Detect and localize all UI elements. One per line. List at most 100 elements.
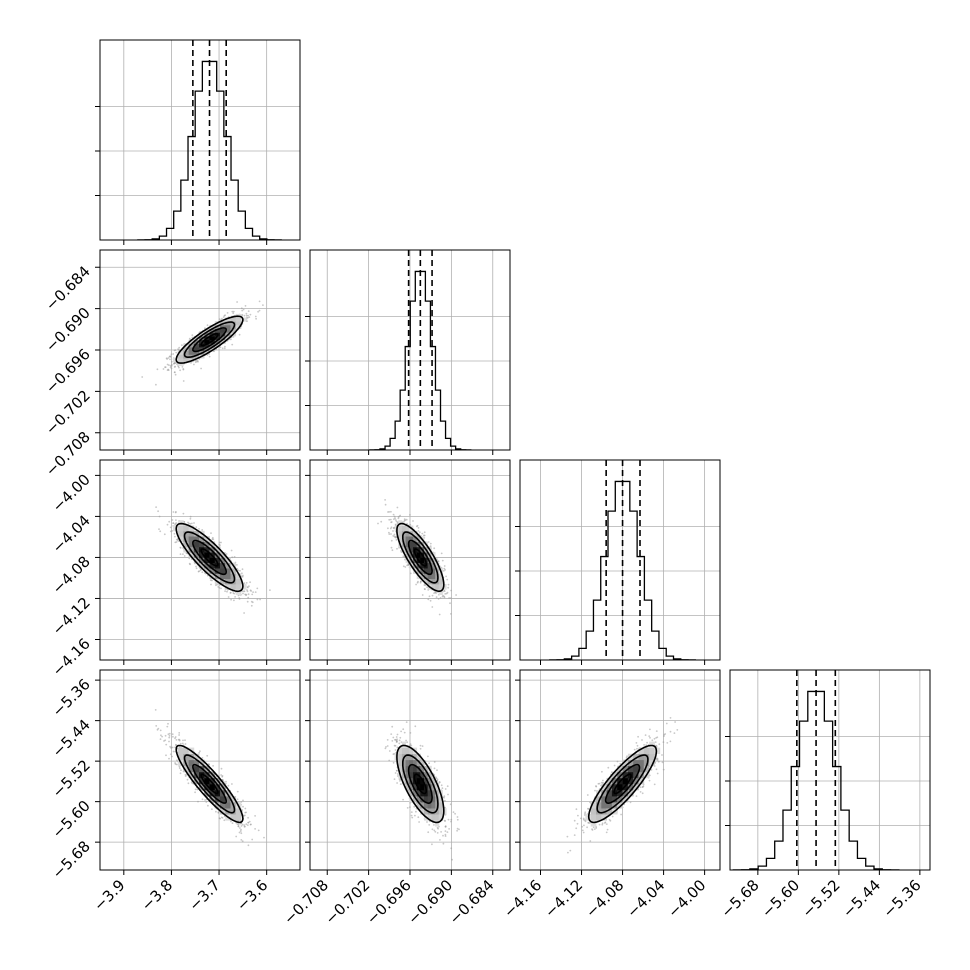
sample-point (625, 756, 628, 759)
sample-point (199, 750, 201, 753)
sample-point (247, 593, 250, 596)
density-cell (431, 790, 436, 797)
sample-point (211, 538, 214, 541)
density-cell (204, 343, 210, 348)
density-cell (596, 802, 602, 809)
sample-point (633, 748, 636, 751)
panel-frame (99, 459, 301, 661)
sample-point (616, 760, 619, 763)
density-cell (611, 796, 618, 803)
sample-point (648, 735, 651, 737)
hist-panel-1 (305, 249, 511, 451)
sample-point (402, 565, 405, 568)
sample-point (178, 767, 181, 770)
x-tick-label: −3.6 (233, 876, 271, 914)
density-cell (405, 771, 410, 779)
sample-point (191, 336, 194, 339)
sample-point (198, 528, 200, 530)
y-tick-label: −5.36 (49, 675, 94, 720)
sample-point (189, 515, 192, 518)
sample-point (169, 745, 172, 748)
density-cell (409, 783, 414, 791)
sample-point (436, 826, 439, 829)
sample-point (450, 589, 452, 592)
density-cell (188, 759, 195, 767)
sample-point (182, 380, 185, 382)
sample-point (426, 586, 428, 589)
sample-point (245, 582, 248, 584)
sample-point (400, 550, 402, 552)
sample-point (433, 547, 436, 550)
density-cell (193, 354, 200, 359)
density-cell (230, 814, 237, 821)
sample-point (256, 587, 259, 590)
density-cell (424, 802, 429, 809)
sample-point (431, 828, 434, 831)
sample-point (429, 599, 432, 602)
sample-point (404, 558, 406, 561)
sample-point (175, 519, 177, 521)
sample-point (450, 818, 453, 821)
sample-point (165, 754, 167, 757)
sample-point (169, 526, 172, 529)
sample-point (581, 829, 584, 832)
sample-point (251, 838, 254, 841)
sample-point (179, 369, 182, 372)
density-cell (427, 573, 432, 580)
density-cell (193, 339, 200, 344)
sample-point (232, 592, 235, 594)
sample-point (164, 366, 166, 368)
sample-point (171, 530, 174, 532)
density-cell (617, 771, 623, 779)
density-cell (606, 802, 613, 809)
sample-point (434, 591, 437, 594)
sample-point (641, 739, 643, 741)
density-cell (230, 568, 237, 574)
y-tick-label: −4.04 (49, 512, 94, 557)
sample-point (390, 521, 393, 523)
density-cell (199, 557, 205, 564)
sample-point (252, 591, 255, 593)
sample-point (408, 744, 411, 747)
density-cell (204, 777, 210, 785)
sample-point (649, 728, 651, 731)
sample-point (173, 371, 176, 374)
sample-point (224, 590, 227, 592)
sample-point (218, 587, 221, 589)
density-cell (409, 753, 414, 761)
sample-point (396, 733, 399, 736)
density-cell (638, 759, 645, 767)
sample-point (248, 820, 251, 823)
sample-point (159, 729, 162, 732)
sample-point (201, 798, 204, 801)
sample-point (242, 308, 245, 311)
sample-point (236, 301, 239, 303)
sample-point (174, 762, 177, 764)
sample-point (246, 586, 249, 588)
contour-level-2 (183, 754, 236, 814)
sample-point (402, 798, 404, 801)
sample-point (388, 759, 391, 762)
sample-point (232, 336, 235, 338)
sample-point (240, 825, 243, 827)
sample-point (450, 847, 453, 850)
sample-point (168, 364, 170, 366)
density-cell (627, 777, 634, 785)
density-cell (413, 536, 418, 542)
x-tick-label: −4.04 (623, 876, 668, 921)
density-cell (413, 796, 418, 803)
density-cell (413, 530, 418, 537)
sample-point (388, 533, 391, 535)
sample-point (396, 782, 398, 784)
sample-point (396, 769, 398, 772)
density-cell (431, 573, 436, 580)
density-cell (225, 324, 231, 329)
density-cell (220, 557, 226, 564)
sample-point (206, 754, 209, 757)
density-cell (183, 541, 189, 548)
sample-point (393, 515, 396, 518)
sample-point (161, 735, 164, 738)
y-tick-label: −0.690 (42, 304, 94, 356)
sample-point (168, 757, 170, 760)
